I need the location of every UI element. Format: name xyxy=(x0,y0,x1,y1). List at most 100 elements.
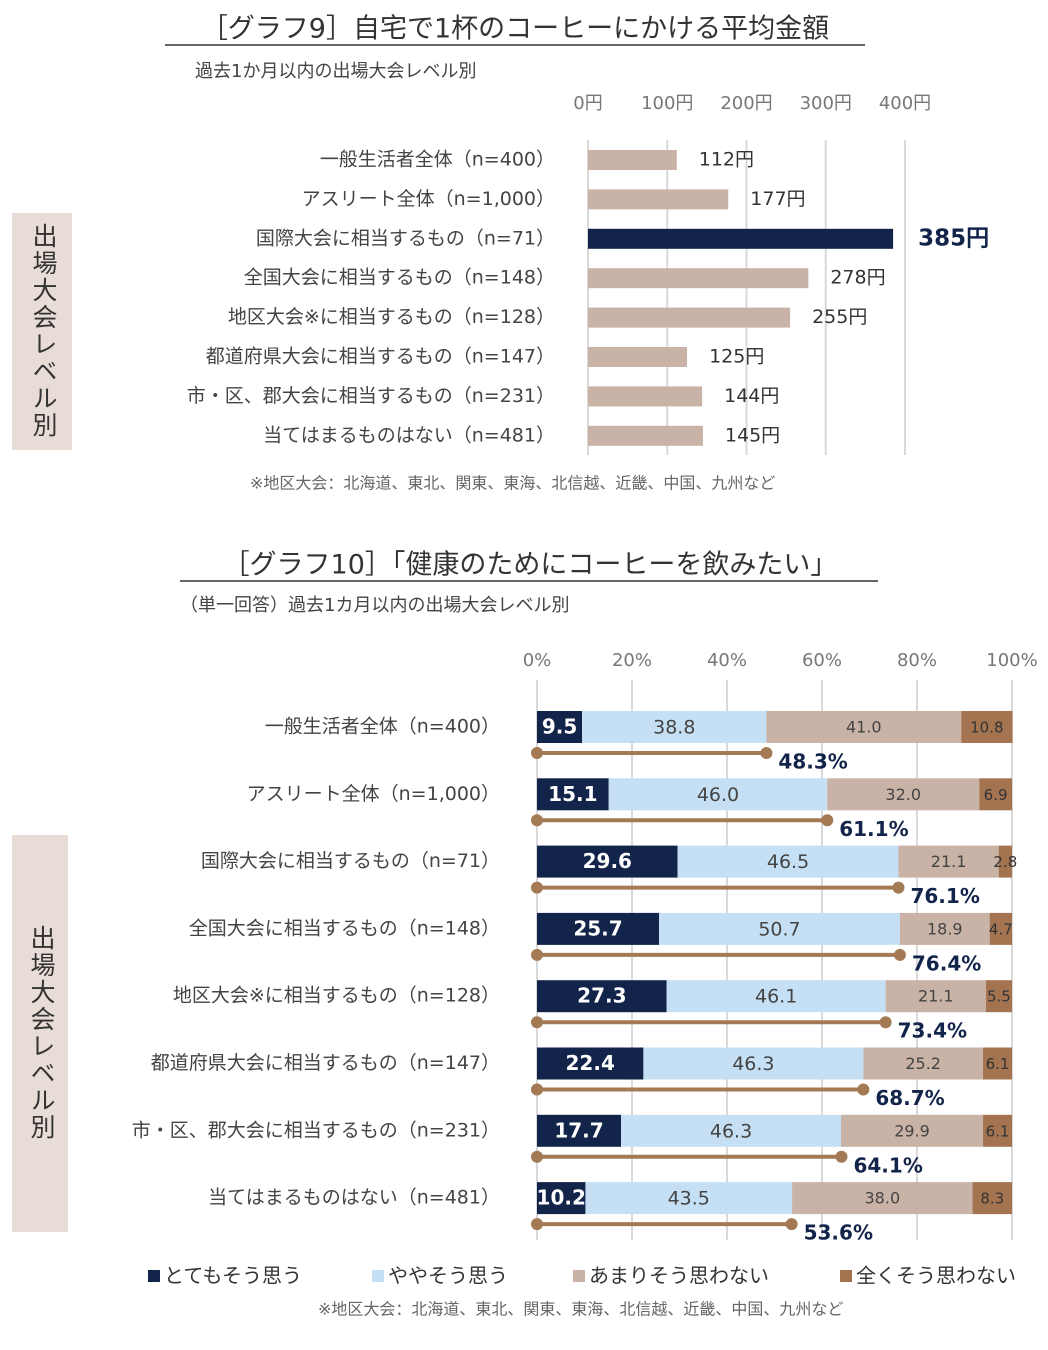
data-label: 43.5 xyxy=(668,1188,710,1210)
data-label: 177円 xyxy=(750,188,805,210)
total-end xyxy=(760,747,773,759)
total-end xyxy=(857,1083,870,1096)
data-label: 46.5 xyxy=(767,851,809,873)
legend-swatch xyxy=(840,1270,852,1282)
bar-segment xyxy=(898,845,999,878)
data-label: 385円 xyxy=(918,225,989,251)
bar-segment xyxy=(537,912,660,945)
data-label: 8.3 xyxy=(980,1190,1004,1208)
total-label: 64.1% xyxy=(853,1153,922,1177)
side-box xyxy=(12,213,72,450)
data-label: 29.6 xyxy=(583,849,632,873)
bar-segment xyxy=(582,711,767,743)
total-start xyxy=(531,1083,543,1096)
bar-segment xyxy=(766,711,962,743)
total-start xyxy=(531,1016,543,1029)
data-label: 6.1 xyxy=(986,1122,1010,1140)
data-label: 10.2 xyxy=(537,1186,586,1210)
bar xyxy=(588,150,677,170)
data-label: 27.3 xyxy=(577,984,626,1008)
data-label: 10.8 xyxy=(970,719,1003,737)
category-label: 地区大会※に相当するもの（n=128） xyxy=(173,985,500,1007)
bar-segment xyxy=(585,1182,793,1215)
side-box xyxy=(12,835,68,1232)
total-label: 73.4% xyxy=(898,1019,967,1043)
chart-subtitle: （単一回答）過去1カ月以内の出場大会レベル別 xyxy=(180,595,569,616)
bar-segment xyxy=(972,1182,1012,1215)
footnote: ※地区大会：北海道、東北、関東、東海、北信越、近畿、中国、九州など xyxy=(250,474,775,493)
x-tick-label: 400円 xyxy=(879,93,931,114)
bar-segment xyxy=(666,980,886,1013)
data-label: 38.8 xyxy=(653,717,695,739)
bar xyxy=(588,189,729,210)
legend-label: とてもそう思う xyxy=(164,1264,302,1288)
data-label: 125円 xyxy=(709,346,764,368)
total-end xyxy=(893,948,906,961)
bar xyxy=(588,228,894,249)
x-tick-label: 100% xyxy=(986,650,1037,671)
total-label: 68.7% xyxy=(875,1086,944,1110)
axis-title: 出場大会レベル別 xyxy=(27,925,56,1141)
data-label: 38.0 xyxy=(865,1189,901,1208)
data-label: 4.7 xyxy=(989,920,1013,938)
legend-label: 全くそう思わない xyxy=(856,1264,1016,1288)
x-tick-label: 300円 xyxy=(800,93,852,114)
category-label: 当てはまるものはない（n=481） xyxy=(208,1187,500,1209)
data-label: 46.1 xyxy=(755,986,797,1008)
data-label: 46.3 xyxy=(710,1120,752,1142)
data-label: 32.0 xyxy=(885,785,921,804)
bar-segment xyxy=(985,980,1012,1013)
data-label: 41.0 xyxy=(846,718,882,737)
total-label: 48.3% xyxy=(778,750,847,774)
category-label: 全国大会に相当するもの（n=148） xyxy=(244,267,555,289)
bar-segment xyxy=(979,778,1012,811)
data-label: 144円 xyxy=(724,385,779,407)
chart-title: ［グラフ10］「健康のためにコーヒーを飲みたい」 xyxy=(223,550,838,581)
x-tick-label: 0円 xyxy=(573,93,602,114)
bar-segment xyxy=(537,778,609,811)
bar-segment xyxy=(537,845,678,878)
category-label: アスリート全体（n=1,000） xyxy=(247,783,500,805)
bar-segment xyxy=(827,778,980,811)
bar-segment xyxy=(677,845,899,878)
bar-segment xyxy=(983,1114,1012,1147)
total-end xyxy=(821,814,834,827)
bar-segment xyxy=(537,1114,622,1147)
category-label: 当てはまるものはない（n=481） xyxy=(263,424,555,446)
total-start xyxy=(531,1150,543,1163)
bar xyxy=(588,347,688,367)
category-label: 一般生活者全体（n=400） xyxy=(320,149,555,171)
bar-segment xyxy=(983,1047,1012,1080)
data-label: 6.1 xyxy=(986,1055,1010,1073)
bar-segment xyxy=(998,845,1012,878)
category-label: 地区大会※に相当するもの（n=128） xyxy=(228,306,555,328)
bar xyxy=(588,425,703,446)
x-tick-label: 60% xyxy=(802,650,842,671)
bar xyxy=(588,307,791,328)
total-label: 76.4% xyxy=(912,951,981,975)
chart-subtitle: 過去1か月以内の出場大会レベル別 xyxy=(195,61,476,82)
footnote: ※地区大会：北海道、東北、関東、東海、北信越、近畿、中国、九州など xyxy=(318,1300,843,1319)
category-label: 全国大会に相当するもの（n=148） xyxy=(189,917,500,939)
x-tick-label: 200円 xyxy=(720,93,772,114)
bar-segment xyxy=(961,711,1013,743)
category-label: 国際大会に相当するもの（n=71） xyxy=(201,850,500,872)
bar xyxy=(588,268,809,289)
data-label: 46.3 xyxy=(732,1053,774,1075)
x-tick-label: 0% xyxy=(523,650,552,671)
data-label: 50.7 xyxy=(758,918,800,940)
bar-segment xyxy=(537,1182,586,1215)
data-label: 18.9 xyxy=(927,919,963,938)
x-tick-label: 40% xyxy=(707,650,747,671)
legend-swatch xyxy=(148,1270,160,1282)
bar-segment xyxy=(608,778,828,811)
bar-segment xyxy=(537,711,583,743)
total-end xyxy=(835,1150,848,1163)
bar xyxy=(588,386,703,407)
data-label: 25.2 xyxy=(905,1054,941,1073)
legend-swatch xyxy=(372,1270,384,1282)
total-label: 76.1% xyxy=(910,884,979,908)
total-end xyxy=(892,881,905,894)
total-start xyxy=(531,1218,543,1231)
total-start xyxy=(531,948,543,961)
